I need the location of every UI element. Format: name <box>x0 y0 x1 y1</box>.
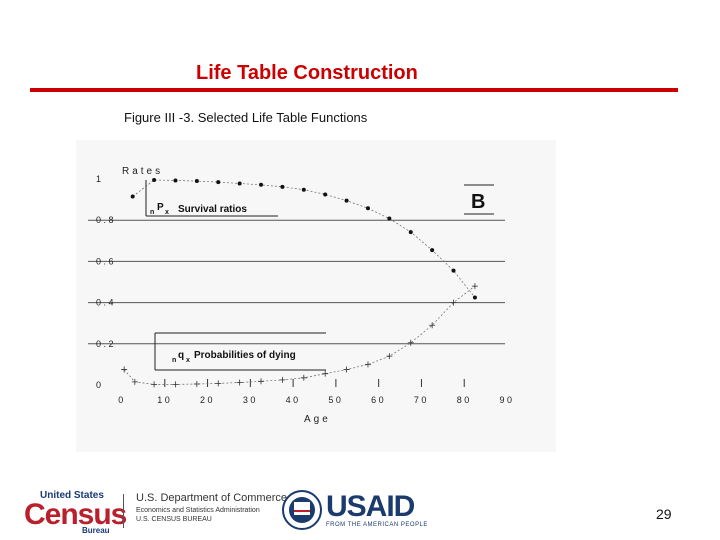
dying-probability-point <box>407 339 414 346</box>
survival-ratio-point <box>280 184 285 189</box>
survival-ratio-point <box>152 178 157 183</box>
survival-ratio-point <box>216 180 221 185</box>
x-tick-label: 70 <box>414 395 429 405</box>
survival-label-name: Survival ratios <box>178 204 247 215</box>
panel-label: B <box>464 184 494 215</box>
survival-label-prefix: n <box>150 209 154 216</box>
x-tick-label: 40 <box>286 395 301 405</box>
grid-lines <box>88 219 505 345</box>
census-bureau-logo: United States Census Bureau <box>24 490 127 535</box>
x-tick-label: 30 <box>243 395 258 405</box>
y-tick-label: 0.2 <box>96 339 116 349</box>
y-axis-title: Rates <box>122 166 163 177</box>
y-tick-label: 0.4 <box>96 298 116 308</box>
survival-ratio-point <box>173 178 178 183</box>
survival-ratio-point <box>344 198 349 203</box>
survival-ratio-point <box>194 179 199 184</box>
series-layer <box>121 178 478 388</box>
x-tick-label: 80 <box>457 395 472 405</box>
survival-label-symbol: P <box>157 202 164 213</box>
dying-label-name: Probabilities of dying <box>194 350 296 361</box>
dying-probability-point <box>364 361 371 368</box>
usaid-seal-icon <box>282 490 322 530</box>
dying-probabilities-legend: n q x Probabilities of dying <box>154 332 326 371</box>
y-tick-label: 0 <box>96 380 104 390</box>
y-tick-label: 1 <box>96 174 104 184</box>
y-tick-label: 0.6 <box>96 256 116 266</box>
dying-probability-point <box>172 381 179 388</box>
survival-label-suffix: x <box>165 209 169 216</box>
footer-logos: United States Census Bureau U.S. Departm… <box>0 484 720 540</box>
x-tick-label: 60 <box>371 395 386 405</box>
dying-probability-point <box>121 366 128 373</box>
survival-ratio-point <box>451 268 456 273</box>
dying-probability-point <box>450 299 457 306</box>
commerce-line-2: Economics and Statistics Administration <box>136 507 260 514</box>
dying-probability-point <box>322 370 329 377</box>
x-tick-label: 90 <box>499 395 514 405</box>
census-logo-word: Census <box>24 498 127 531</box>
dying-probability-point <box>258 378 265 385</box>
footer-divider <box>123 494 124 528</box>
survival-ratio-point <box>237 181 242 186</box>
survival-ratio-point <box>323 192 328 197</box>
dying-probabilities-line <box>123 285 476 385</box>
usaid-wordmark: USAID <box>326 490 415 523</box>
survival-ratios-legend: n P x Survival ratios <box>145 180 278 217</box>
dying-label-suffix: x <box>186 357 190 364</box>
page-number: 29 <box>656 506 672 522</box>
x-tick-label: 0 <box>118 395 126 405</box>
dying-probability-point <box>215 380 222 387</box>
survival-ratio-point <box>365 206 370 211</box>
slide-title: Life Table Construction <box>196 62 418 84</box>
dying-probability-point <box>386 353 393 360</box>
commerce-line-1: U.S. Department of Commerce <box>136 492 287 504</box>
dying-probability-point <box>151 381 158 388</box>
survival-ratio-point <box>301 187 306 192</box>
x-tick-label: 20 <box>200 395 215 405</box>
census-logo-top: United States <box>40 490 104 501</box>
commerce-line-3: U.S. CENSUS BUREAU <box>136 516 212 523</box>
dying-probability-point <box>193 380 200 387</box>
dying-label-symbol: q <box>178 350 184 361</box>
y-tick-label: 0.8 <box>96 215 116 225</box>
commerce-department-text: U.S. Department of Commerce Economics an… <box>136 492 287 523</box>
survival-ratio-point <box>408 230 413 235</box>
dying-label-prefix: n <box>172 357 176 364</box>
survival-ratio-point <box>130 194 135 199</box>
survival-ratio-point <box>472 295 477 300</box>
survival-ratio-point <box>259 182 264 187</box>
dying-probability-point <box>343 366 350 373</box>
figure-caption: Figure III -3. Selected Life Table Funct… <box>124 110 368 125</box>
panel-letter-b: B <box>471 191 485 213</box>
x-tick-label: 50 <box>328 395 343 405</box>
dying-probability-point <box>279 376 286 383</box>
title-underline <box>30 88 678 92</box>
y-tick-labels: 0 0.2 0.4 0.6 0.8 1 <box>96 174 116 390</box>
census-logo-bureau: Bureau <box>82 526 110 535</box>
dying-probability-point <box>471 283 478 290</box>
survival-ratio-point <box>387 216 392 221</box>
x-tick-labels: 0 10 20 30 40 50 60 70 80 90 <box>118 395 514 405</box>
dying-probability-point <box>300 374 307 381</box>
axes <box>164 379 465 387</box>
survival-ratio-point <box>430 248 435 253</box>
usaid-tagline: FROM THE AMERICAN PEOPLE <box>326 522 428 528</box>
dying-probability-point <box>429 322 436 329</box>
x-axis-title: Age <box>304 414 331 425</box>
figure-background <box>76 140 556 452</box>
x-tick-label: 10 <box>157 395 172 405</box>
dying-probability-point <box>131 378 138 385</box>
dying-probability-point <box>236 379 243 386</box>
